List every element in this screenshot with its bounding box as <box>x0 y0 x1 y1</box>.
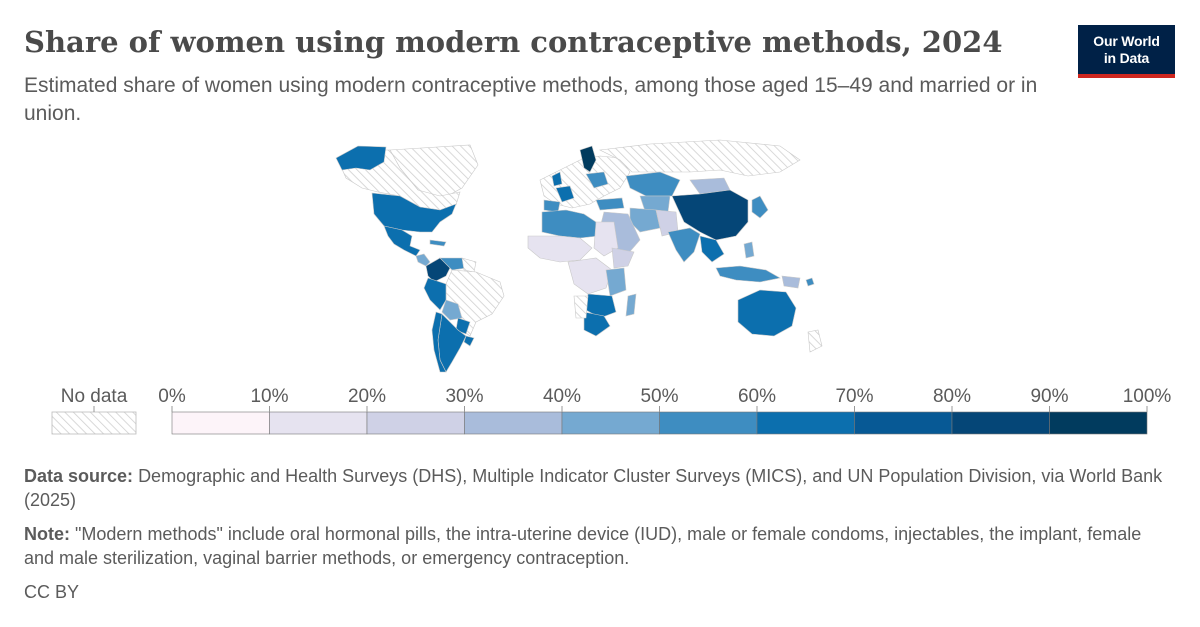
data-source: Data source: Demographic and Health Surv… <box>24 464 1164 512</box>
china[interactable] <box>671 189 749 241</box>
legend-bin-3[interactable] <box>464 411 563 435</box>
alaska[interactable] <box>335 145 387 171</box>
owid-logo[interactable]: Our World in Data <box>1078 25 1175 78</box>
map-land <box>335 139 823 373</box>
central-america[interactable] <box>415 253 431 267</box>
central-africa[interactable] <box>567 257 613 295</box>
papua-new-guinea[interactable] <box>781 275 801 289</box>
peru[interactable] <box>423 277 447 311</box>
legend-bin-7[interactable] <box>854 411 953 435</box>
india[interactable] <box>667 227 701 263</box>
egypt-sudan[interactable] <box>593 221 619 257</box>
uk[interactable] <box>551 171 563 187</box>
legend-bin-4[interactable] <box>561 411 660 435</box>
namibia-botswana[interactable] <box>573 295 589 319</box>
license[interactable]: CC BY <box>24 582 80 602</box>
cuba[interactable] <box>429 239 447 247</box>
legend-tick-label: 10% <box>250 386 288 407</box>
legend-tick-label: 40% <box>543 386 581 407</box>
legend-tick-label: 30% <box>445 386 483 407</box>
legend-bin-0[interactable] <box>171 411 270 435</box>
australia[interactable] <box>737 289 797 337</box>
legend-tick-label: 60% <box>738 386 776 407</box>
philippines[interactable] <box>743 241 755 259</box>
paraguay[interactable] <box>455 317 471 335</box>
note-text: "Modern methods" include oral hormonal p… <box>24 524 1142 568</box>
chart-note: Note: "Modern methods" include oral horm… <box>24 522 1164 570</box>
data-source-label: Data source: <box>24 466 134 486</box>
uruguay[interactable] <box>463 335 475 347</box>
france[interactable] <box>555 185 575 203</box>
chart-title: Share of women using modern contraceptiv… <box>24 25 1003 59</box>
legend-tick-label: 90% <box>1030 386 1068 407</box>
logo-line-2: in Data <box>1103 49 1150 66</box>
legend-tick-label: 80% <box>933 386 971 407</box>
legend-bin-8[interactable] <box>951 411 1050 435</box>
horn-of-africa[interactable] <box>611 247 635 269</box>
norway[interactable] <box>579 145 597 173</box>
indonesia[interactable] <box>715 265 781 283</box>
legend-tick-label: 0% <box>158 386 186 407</box>
legend-tick-label: 20% <box>348 386 386 407</box>
legend-bin-6[interactable] <box>756 411 855 435</box>
mexico[interactable] <box>383 225 421 257</box>
eastern-europe[interactable] <box>585 171 609 189</box>
legend-tick-label: 100% <box>1123 386 1172 407</box>
note-label: Note: <box>24 524 70 544</box>
chart-subtitle: Estimated share of women using modern co… <box>24 74 1038 125</box>
logo-line-1: Our World <box>1093 32 1160 49</box>
southeast-asia[interactable] <box>699 235 725 263</box>
legend-tick-label: 70% <box>835 386 873 407</box>
legend-bin-2[interactable] <box>366 411 465 435</box>
legend-no-data-swatch <box>51 411 137 435</box>
new-zealand[interactable] <box>807 329 823 353</box>
legend-no-data-label: No data <box>61 386 128 407</box>
data-source-text[interactable]: Demographic and Health Surveys (DHS), Mu… <box>24 466 1163 510</box>
madagascar[interactable] <box>625 293 637 317</box>
legend-bin-9[interactable] <box>1049 411 1148 435</box>
south-africa[interactable] <box>583 311 611 337</box>
russia[interactable] <box>598 139 801 177</box>
legend-bin-1[interactable] <box>269 411 368 435</box>
legend-tick-label: 50% <box>640 386 678 407</box>
turkey[interactable] <box>595 197 625 211</box>
legend-bin-5[interactable] <box>659 411 758 435</box>
korea-japan[interactable] <box>751 195 769 219</box>
east-africa[interactable] <box>605 267 627 297</box>
bolivia[interactable] <box>441 299 463 321</box>
chile[interactable] <box>431 311 447 373</box>
pacific-islands[interactable] <box>805 277 815 287</box>
